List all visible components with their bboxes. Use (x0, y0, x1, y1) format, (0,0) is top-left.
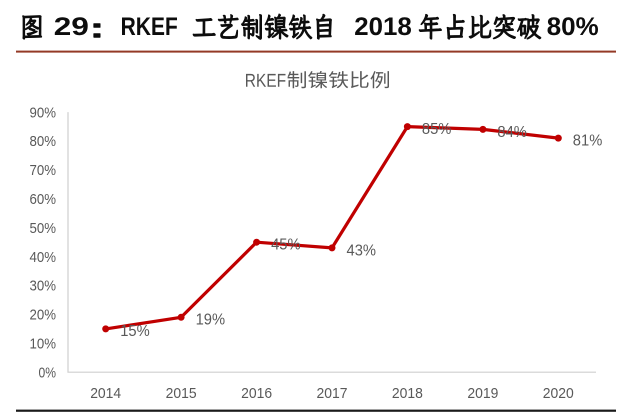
svg-text:15%: 15% (120, 323, 150, 340)
svg-text:30%: 30% (30, 278, 57, 295)
svg-text:90%: 90% (30, 104, 57, 121)
svg-text:2017: 2017 (317, 385, 348, 402)
svg-text:20%: 20% (30, 307, 57, 324)
svg-text:2020: 2020 (543, 385, 574, 402)
svg-text:2014: 2014 (90, 385, 121, 402)
svg-text:0%: 0% (39, 364, 57, 381)
svg-text:81%: 81% (573, 133, 603, 150)
svg-text:2019: 2019 (467, 385, 498, 402)
svg-text:80%: 80% (30, 133, 57, 150)
svg-text:60%: 60% (30, 191, 57, 208)
svg-text:40%: 40% (30, 249, 57, 266)
svg-text:50%: 50% (30, 220, 57, 237)
svg-text:10%: 10% (30, 336, 57, 353)
svg-text:85%: 85% (422, 121, 452, 138)
svg-text:84%: 84% (497, 124, 527, 141)
svg-text:2015: 2015 (166, 385, 197, 402)
svg-text:43%: 43% (347, 242, 377, 259)
svg-text:70%: 70% (30, 162, 57, 179)
svg-text:2016: 2016 (241, 385, 272, 402)
svg-text:19%: 19% (196, 312, 226, 329)
svg-text:45%: 45% (271, 237, 301, 254)
svg-text:2018: 2018 (392, 385, 423, 402)
